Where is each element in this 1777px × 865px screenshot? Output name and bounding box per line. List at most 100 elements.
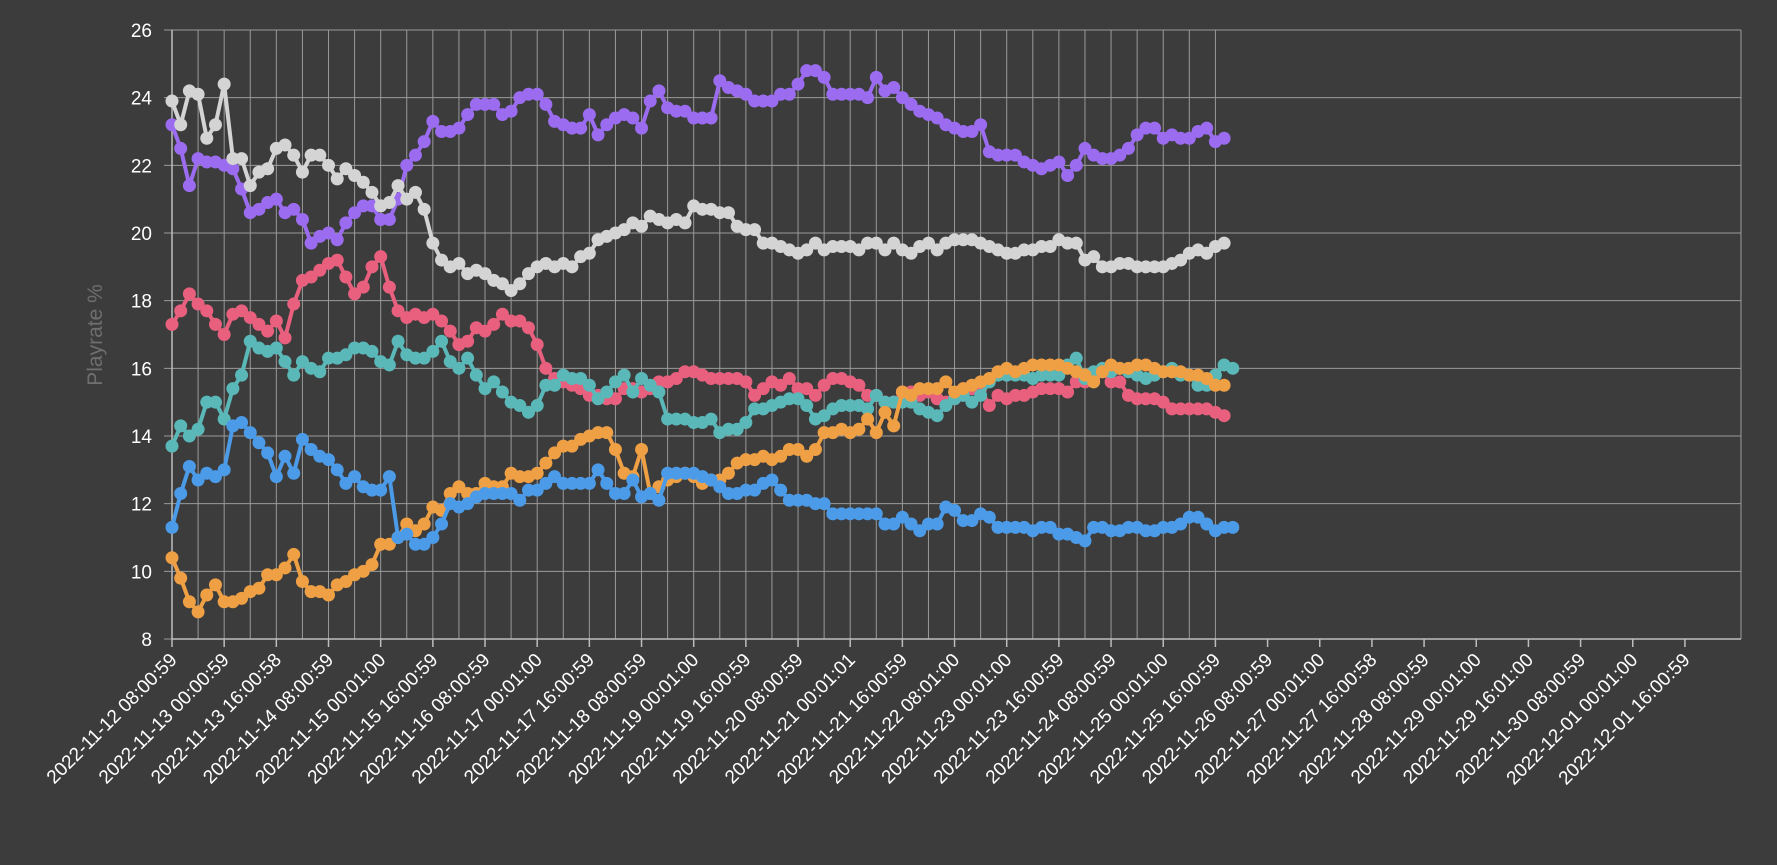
data-point[interactable]: [1226, 361, 1240, 375]
data-point[interactable]: [487, 317, 501, 331]
data-point[interactable]: [426, 114, 440, 128]
data-point[interactable]: [539, 97, 553, 111]
data-point[interactable]: [1226, 520, 1240, 534]
data-point[interactable]: [374, 483, 388, 497]
data-point[interactable]: [269, 192, 283, 206]
data-point[interactable]: [174, 304, 188, 318]
data-point[interactable]: [861, 402, 875, 416]
data-point[interactable]: [287, 466, 301, 480]
data-point[interactable]: [452, 361, 466, 375]
data-point[interactable]: [435, 314, 449, 328]
data-point[interactable]: [582, 378, 596, 392]
data-point[interactable]: [1217, 131, 1231, 145]
data-point[interactable]: [243, 426, 257, 440]
data-point[interactable]: [217, 77, 231, 91]
data-point[interactable]: [261, 162, 275, 176]
data-point[interactable]: [765, 473, 779, 487]
data-point[interactable]: [461, 351, 475, 365]
data-point[interactable]: [452, 256, 466, 270]
data-point[interactable]: [869, 426, 883, 440]
data-point[interactable]: [495, 385, 509, 399]
data-point[interactable]: [582, 476, 596, 490]
data-point[interactable]: [1217, 409, 1231, 423]
data-point[interactable]: [243, 179, 257, 193]
data-point[interactable]: [374, 250, 388, 264]
data-point[interactable]: [278, 561, 292, 575]
data-point[interactable]: [391, 334, 405, 348]
data-point[interactable]: [356, 280, 370, 294]
data-point[interactable]: [165, 520, 179, 534]
data-point[interactable]: [165, 551, 179, 565]
data-point[interactable]: [530, 399, 544, 413]
data-point[interactable]: [191, 605, 205, 619]
data-point[interactable]: [678, 216, 692, 230]
data-point[interactable]: [869, 507, 883, 521]
data-point[interactable]: [1061, 168, 1075, 182]
data-point[interactable]: [600, 426, 614, 440]
data-point[interactable]: [791, 77, 805, 91]
data-point[interactable]: [165, 317, 179, 331]
data-point[interactable]: [322, 588, 336, 602]
data-point[interactable]: [182, 459, 196, 473]
data-point[interactable]: [435, 517, 449, 531]
data-point[interactable]: [235, 415, 249, 429]
data-point[interactable]: [1087, 250, 1101, 264]
data-point[interactable]: [1087, 375, 1101, 389]
data-point[interactable]: [452, 121, 466, 135]
data-point[interactable]: [365, 344, 379, 358]
data-point[interactable]: [635, 219, 649, 233]
data-point[interactable]: [295, 165, 309, 179]
data-point[interactable]: [200, 304, 214, 318]
data-point[interactable]: [600, 476, 614, 490]
data-point[interactable]: [1069, 158, 1083, 172]
data-point[interactable]: [295, 212, 309, 226]
data-point[interactable]: [539, 361, 553, 375]
data-point[interactable]: [721, 206, 735, 220]
data-point[interactable]: [330, 463, 344, 477]
data-point[interactable]: [408, 185, 422, 199]
data-point[interactable]: [861, 412, 875, 426]
data-point[interactable]: [339, 216, 353, 230]
data-point[interactable]: [461, 108, 475, 122]
data-point[interactable]: [235, 368, 249, 382]
data-point[interactable]: [930, 409, 944, 423]
data-point[interactable]: [974, 388, 988, 402]
data-point[interactable]: [208, 118, 222, 132]
data-point[interactable]: [1078, 534, 1092, 548]
data-point[interactable]: [852, 422, 866, 436]
data-point[interactable]: [808, 388, 822, 402]
data-point[interactable]: [861, 91, 875, 105]
data-point[interactable]: [1200, 121, 1214, 135]
data-point[interactable]: [626, 473, 640, 487]
data-point[interactable]: [330, 172, 344, 186]
data-point[interactable]: [182, 595, 196, 609]
data-point[interactable]: [313, 365, 327, 379]
data-point[interactable]: [591, 463, 605, 477]
data-point[interactable]: [739, 375, 753, 389]
data-point[interactable]: [539, 456, 553, 470]
data-point[interactable]: [174, 141, 188, 155]
data-point[interactable]: [530, 466, 544, 480]
data-point[interactable]: [1148, 121, 1162, 135]
data-point[interactable]: [400, 527, 414, 541]
data-point[interactable]: [295, 574, 309, 588]
data-point[interactable]: [617, 487, 631, 501]
data-point[interactable]: [591, 128, 605, 142]
data-point[interactable]: [287, 368, 301, 382]
data-point[interactable]: [287, 547, 301, 561]
data-point[interactable]: [200, 131, 214, 145]
data-point[interactable]: [782, 87, 796, 101]
data-point[interactable]: [217, 463, 231, 477]
data-point[interactable]: [382, 280, 396, 294]
data-point[interactable]: [808, 443, 822, 457]
data-point[interactable]: [287, 148, 301, 162]
data-point[interactable]: [287, 202, 301, 216]
data-point[interactable]: [269, 470, 283, 484]
data-point[interactable]: [226, 382, 240, 396]
data-point[interactable]: [339, 270, 353, 284]
data-point[interactable]: [513, 277, 527, 291]
data-point[interactable]: [887, 81, 901, 95]
data-point[interactable]: [217, 328, 231, 341]
data-point[interactable]: [174, 571, 188, 585]
data-point[interactable]: [313, 148, 327, 162]
